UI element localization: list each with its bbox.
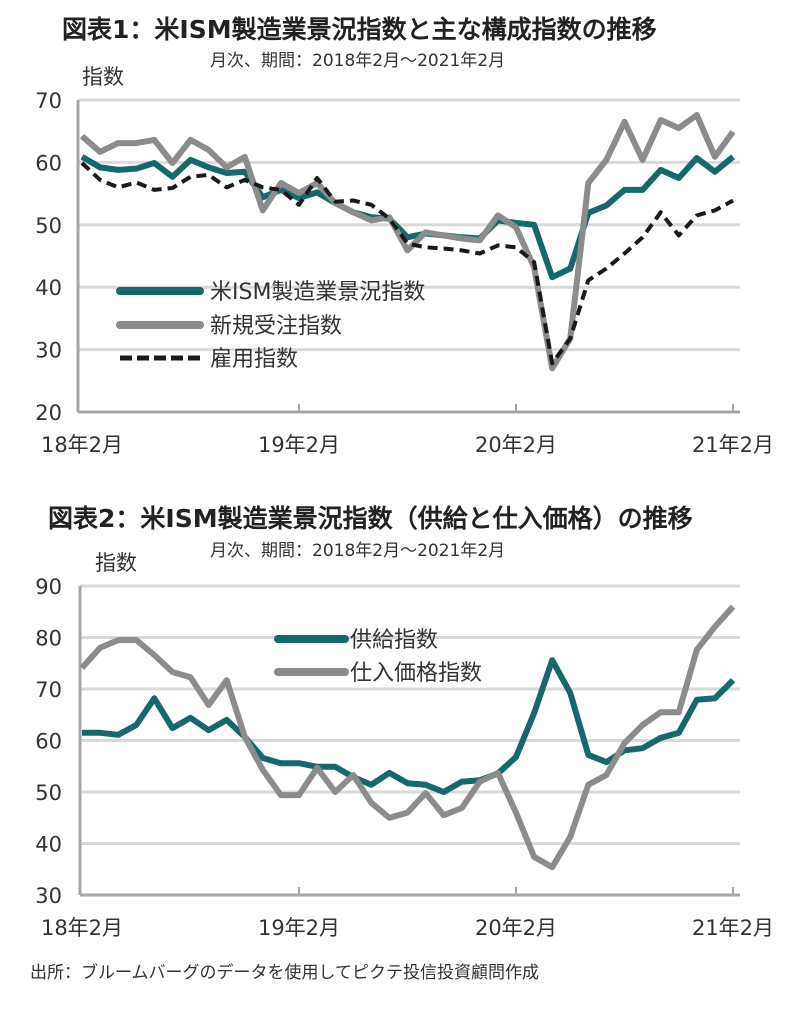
x-tick-label: 20年2月 xyxy=(475,433,557,457)
y-tick-label: 30 xyxy=(35,339,62,363)
y-tick-label: 50 xyxy=(35,781,62,805)
legend-label: 米ISM製造業景況指数 xyxy=(210,280,425,305)
legend-label: 供給指数 xyxy=(350,628,438,653)
legend-label: 新規受注指数 xyxy=(210,314,342,339)
y-tick-label: 30 xyxy=(35,884,62,908)
x-tick-label: 20年2月 xyxy=(475,916,557,940)
chart1-subtitle: 月次、期間：2018年2月～2021年2月 xyxy=(210,51,505,71)
y-tick-label: 20 xyxy=(35,401,62,425)
series-line-1 xyxy=(80,154,735,281)
y-tick-label: 70 xyxy=(35,89,62,113)
legend-label: 仕入価格指数 xyxy=(350,661,482,686)
y-tick-label: 60 xyxy=(35,151,62,175)
chart1-title: 図表1：米ISM製造業景況指数と主な構成指数の推移 xyxy=(62,15,657,44)
x-tick-label: 18年2月 xyxy=(41,916,123,940)
x-tick-label: 19年2月 xyxy=(258,433,340,457)
y-tick-label: 60 xyxy=(35,730,62,754)
x-tick-label: 21年2月 xyxy=(692,433,774,457)
series-line-3 xyxy=(80,161,734,366)
chart2-ylabel: 指数 xyxy=(95,551,137,575)
y-tick-label: 40 xyxy=(35,833,62,857)
y-tick-label: 50 xyxy=(35,214,62,238)
chart1-ylabel: 指数 xyxy=(82,65,124,89)
chart2-subtitle: 月次、期間：2018年2月～2021年2月 xyxy=(210,541,505,561)
x-tick-label: 21年2月 xyxy=(692,916,774,940)
x-tick-label: 18年2月 xyxy=(41,433,123,457)
footnote: 出所：ブルームバーグのデータを使用してピクテ投信投資顧問作成 xyxy=(30,962,539,983)
y-tick-label: 70 xyxy=(35,678,62,702)
y-tick-label: 90 xyxy=(35,575,62,599)
legend-label: 雇用指数 xyxy=(210,347,298,372)
x-tick-label: 19年2月 xyxy=(258,916,340,940)
y-tick-label: 80 xyxy=(35,627,62,651)
chart2-title: 図表2：米ISM製造業景況指数（供給と仕入価格）の推移 xyxy=(48,504,693,533)
y-tick-label: 40 xyxy=(35,276,62,300)
